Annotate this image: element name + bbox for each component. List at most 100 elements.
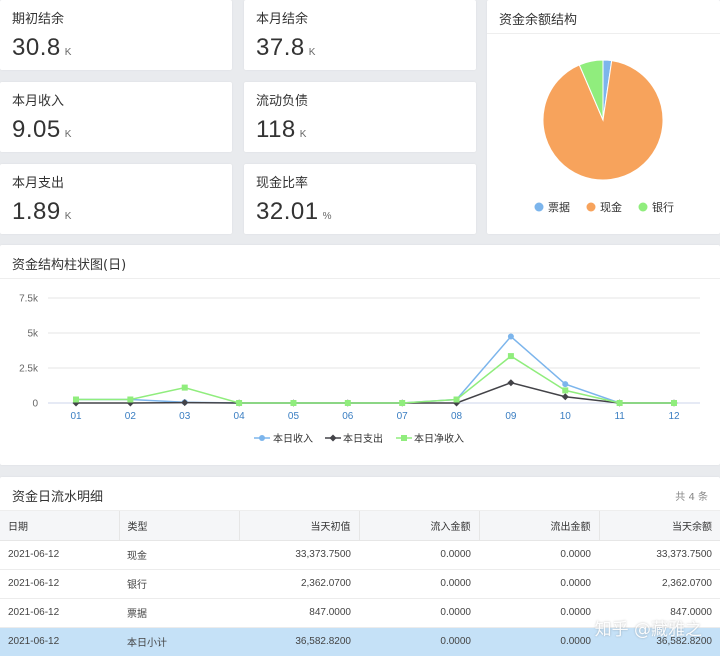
stat-value: 9.05 K [12,116,72,143]
legend-label-daily-expense: 本日支出 [343,432,383,445]
x-tick-label: 04 [234,411,246,422]
stat-title: 现金比率 [256,176,309,191]
stat-title: 本月收入 [12,94,65,109]
data-point-daily-expense[interactable] [507,379,515,387]
table-title: 资金日流水明细 [12,490,104,505]
stat-unit: % [322,211,332,222]
legend-swatch-bank [638,202,648,212]
stat-value: 30.8 K [12,34,72,61]
cell-outflow: 0.0000 [479,627,599,656]
column-header-outflow[interactable]: 流出金额 [479,511,600,541]
legend-marker-daily-net-income [401,435,407,441]
stat-card-opening-balance: 期初结余 30.8 K [0,0,232,70]
cell-opening-value: 36,582.8200 [239,627,359,656]
cell-inflow: 0.0000 [359,598,479,628]
data-point-daily-net-income[interactable] [73,396,79,403]
table-row[interactable]: 2021-06-12 现金 33,373.7500 0.0000 0.0000 … [0,540,720,570]
stat-unit: K [308,47,316,58]
table-row-subtotal[interactable]: 2021-06-12 本日小计 36,582.8200 0.0000 0.000… [0,627,720,656]
data-point-daily-net-income[interactable] [290,400,297,406]
column-header-closing-balance[interactable]: 当天余额 [599,511,720,541]
stat-unit: K [64,129,72,140]
record-count: 共 4 条 [675,492,708,503]
x-tick-label: 11 [614,411,625,422]
data-point-daily-net-income[interactable] [181,384,188,391]
stat-title: 本月支出 [12,176,65,191]
stat-value: 1.89 K [12,198,72,225]
legend-label-cash: 现金 [600,200,622,214]
column-header-date[interactable]: 日期 [0,511,120,541]
legend-item-cash[interactable]: 现金 [586,200,623,214]
cell-closing-balance: 33,373.7500 [599,540,720,570]
cell-opening-value: 847.0000 [239,598,359,628]
table-row[interactable]: 2021-06-12 银行 2,362.0700 0.0000 0.0000 2… [0,569,720,599]
cell-inflow: 0.0000 [359,540,479,570]
data-point-daily-net-income[interactable] [562,387,569,394]
cell-closing-balance: 2,362.0700 [599,569,720,599]
data-point-daily-expense[interactable] [561,393,569,401]
data-point-daily-expense[interactable] [181,399,189,407]
data-point-daily-net-income[interactable] [507,353,514,360]
data-point-daily-net-income[interactable] [344,400,351,406]
column-header-type[interactable]: 类型 [119,511,240,541]
legend-item-daily-net-income[interactable]: 本日净收入 [396,432,464,445]
legend-marker-daily-income [259,435,265,441]
pie-legend: 票据 现金 银行 [534,200,675,214]
y-tick-label: 7.5k [19,294,39,305]
stat-unit: K [299,129,307,140]
stat-card-month-income: 本月收入 9.05 K [0,82,232,152]
cell-closing-balance: 36,582.8200 [599,627,720,656]
table-header-row: 日期 类型 当天初值 流入金额 流出金额 当天余额 [0,511,720,541]
legend-label-bill: 票据 [548,200,570,214]
stat-value: 37.8 K [256,34,316,61]
pie-chart: 票据 现金 银行 [534,59,675,214]
data-point-daily-net-income[interactable] [127,396,134,403]
cell-opening-value: 33,373.7500 [239,540,359,570]
x-tick-label: 12 [668,411,680,422]
series-line-daily-income [76,335,674,404]
column-header-opening-value[interactable]: 当天初值 [239,511,360,541]
x-tick-label: 01 [70,411,82,422]
x-tick-label: 09 [505,411,517,422]
x-tick-label: 05 [288,411,300,422]
cell-inflow: 0.0000 [359,627,479,656]
stat-unit: K [64,211,72,222]
line-chart-title: 资金结构柱状图(日) [0,245,720,279]
cell-opening-value: 2,362.0700 [239,569,359,599]
x-tick-label: 07 [397,411,409,422]
legend-item-daily-expense[interactable]: 本日支出 [325,432,383,445]
legend-item-daily-income[interactable]: 本日收入 [254,432,313,445]
data-point-daily-net-income[interactable] [671,400,677,406]
cell-date: 2021-06-12 [0,598,119,628]
series-line-daily-expense [76,381,674,404]
stat-title: 本月结余 [256,12,309,27]
stat-title: 期初结余 [12,12,65,27]
stat-card-month-expense: 本月支出 1.89 K [0,164,232,234]
cell-date: 2021-06-12 [0,627,119,656]
legend-item-bank[interactable]: 银行 [638,200,675,214]
table-row[interactable]: 2021-06-12 票据 847.0000 0.0000 0.0000 847… [0,598,720,628]
data-point-daily-net-income[interactable] [236,400,243,406]
legend-item-bill[interactable]: 票据 [534,200,571,214]
data-point-daily-income[interactable] [507,333,514,340]
x-tick-label: 08 [451,411,463,422]
data-point-daily-net-income[interactable] [616,400,623,406]
pie-panel: 资金余额结构 票据 现金 银行 [487,0,720,234]
cash-flow-table: 日期 类型 当天初值 流入金额 流出金额 当天余额 2021-06-12 现金 … [0,511,720,656]
cell-inflow: 0.0000 [359,569,479,599]
column-header-inflow[interactable]: 流入金额 [359,511,480,541]
legend-label-daily-income: 本日收入 [273,432,313,445]
x-tick-label: 10 [560,411,572,422]
data-point-daily-income[interactable] [562,381,569,388]
pie-slice-bank[interactable] [578,59,604,121]
pie-slice-cash[interactable] [542,60,664,181]
cell-type: 现金 [119,540,239,570]
legend-marker-daily-expense [329,434,337,442]
line-legend: 本日收入 本日支出 本日净收入 [254,432,464,445]
cell-type: 本日小计 [119,627,239,656]
data-point-daily-net-income[interactable] [453,396,460,403]
data-point-daily-net-income[interactable] [399,400,406,406]
cell-outflow: 0.0000 [479,540,599,570]
stat-value: 118 K [256,116,307,143]
x-tick-label: 06 [342,411,354,422]
